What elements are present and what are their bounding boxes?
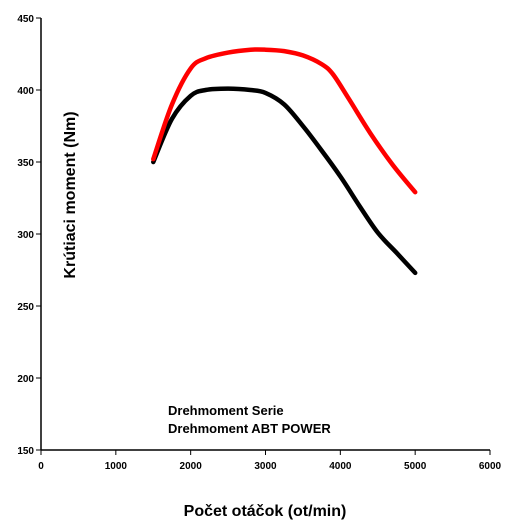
y-tick-label: 150 bbox=[17, 446, 34, 457]
x-tick-label: 6000 bbox=[479, 461, 502, 472]
series-layer bbox=[151, 47, 418, 276]
series-line-1 bbox=[151, 47, 418, 195]
y-axis-title: Krútiaci moment (Nm) bbox=[62, 111, 79, 278]
y-tick-label: 350 bbox=[17, 158, 34, 169]
x-axis-title: Počet otáčok (ot/min) bbox=[184, 503, 347, 520]
legend-entry-0: Drehmoment Serie bbox=[168, 403, 284, 418]
x-tick-label: 1000 bbox=[105, 461, 128, 472]
x-tick-label: 5000 bbox=[404, 461, 427, 472]
y-tick-label: 250 bbox=[17, 302, 34, 313]
x-tick-label: 4000 bbox=[329, 461, 352, 472]
x-tick-label: 0 bbox=[38, 461, 44, 472]
y-tick-label: 200 bbox=[17, 374, 34, 385]
y-tick-label: 450 bbox=[17, 14, 34, 25]
legend-entry-1: Drehmoment ABT POWER bbox=[168, 421, 331, 436]
y-ticks: 450 400 350 300 250 200 150 bbox=[17, 14, 41, 457]
x-tick-label: 2000 bbox=[180, 461, 203, 472]
y-tick-label: 400 bbox=[17, 86, 34, 97]
x-tick-label: 3000 bbox=[254, 461, 277, 472]
y-tick-label: 300 bbox=[17, 230, 34, 241]
x-ticks: 0 1000 2000 3000 4000 5000 6000 bbox=[38, 450, 502, 472]
series-line-0 bbox=[151, 86, 418, 276]
legend: Drehmoment Serie Drehmoment ABT POWER bbox=[168, 403, 331, 436]
